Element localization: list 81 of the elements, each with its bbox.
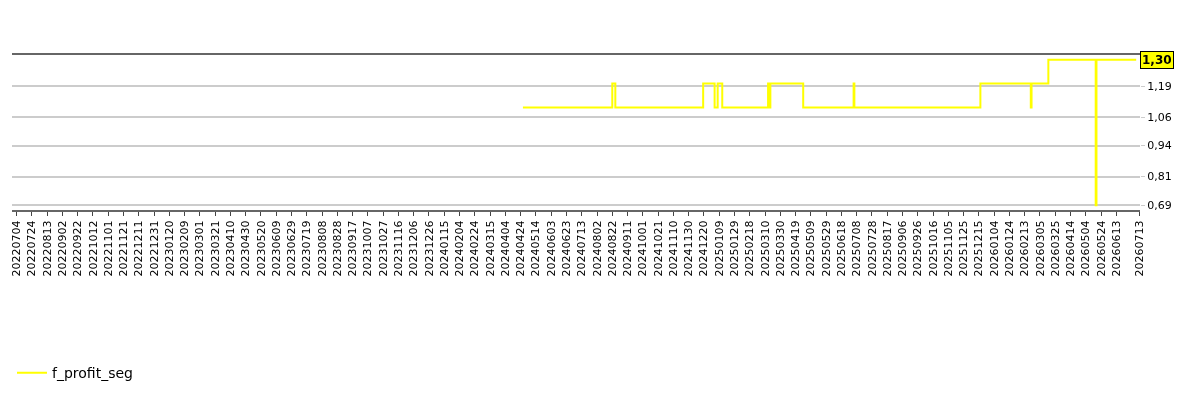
x-tick-label: 20240623 (560, 220, 574, 277)
x-tick-label: 20241110 (666, 220, 680, 277)
x-tick-label: 20240315 (483, 220, 497, 277)
x-tick-label: 20260213 (1018, 220, 1032, 277)
x-tick-label: 20250330 (773, 220, 787, 277)
x-tick-label: 20231027 (376, 220, 390, 277)
x-tick-label: 20240115 (437, 220, 451, 277)
x-tick-label: 20251105 (941, 220, 955, 277)
x-tick-label: 20241130 (682, 220, 696, 277)
x-tick-label: 20231116 (392, 220, 406, 277)
x-tick-label: 20240224 (468, 220, 482, 277)
x-tick-label: 20260104 (987, 220, 1001, 277)
x-tick-label: 20230410 (223, 220, 237, 277)
x-tick-label: 20241001 (636, 220, 650, 277)
x-tick-label: 20220724 (25, 220, 39, 277)
annotation: 1,30 (1142, 53, 1172, 67)
x-tick-label: 20230629 (285, 220, 299, 277)
x-tick-label: 20251215 (972, 220, 986, 277)
x-tick-label: 20240911 (621, 220, 635, 277)
x-tick-label: 20260124 (1002, 220, 1016, 277)
x-tick-label: 20230520 (254, 220, 268, 277)
x-tick-label: 20240822 (605, 220, 619, 277)
y-tick-label: 1,06 (1147, 110, 1172, 124)
x-tick-label: 20260305 (1033, 220, 1047, 277)
x-tick-label: 20250708 (850, 220, 864, 277)
x-tick-label: 20220704 (10, 220, 24, 277)
x-tick-label: 20230321 (208, 220, 222, 277)
x-tick-label: 20240424 (514, 220, 528, 277)
x-tick-label: 20221012 (86, 220, 100, 277)
x-tick-label: 20241220 (697, 220, 711, 277)
y-tick-label: 1,19 (1147, 79, 1172, 93)
x-tick-label: 20260713 (1132, 220, 1146, 277)
x-tick-label: 20260613 (1109, 220, 1123, 277)
legend-label: f_profit_seg (52, 365, 133, 382)
x-tick-label: 20260414 (1064, 220, 1078, 277)
x-tick-label: 20250728 (865, 220, 879, 277)
y-tick-label: 0,69 (1147, 199, 1172, 213)
x-tick-label: 20240603 (544, 220, 558, 277)
y-tick-label: 0,94 (1147, 139, 1172, 153)
x-tick-label: 20230120 (162, 220, 176, 277)
x-tick-label: 20220813 (40, 220, 54, 277)
x-tick-label: 20240204 (453, 220, 467, 277)
x-tick-label: 20251125 (957, 220, 971, 277)
x-tick-label: 20241021 (651, 220, 665, 277)
x-tick-label: 20230828 (330, 220, 344, 277)
x-tick-label: 20221231 (147, 220, 161, 277)
x-tick-label: 20250109 (712, 220, 726, 277)
x-tick-label: 20240404 (498, 220, 512, 277)
x-tick-label: 20221121 (117, 220, 131, 277)
x-tick-label: 20250906 (896, 220, 910, 277)
x-tick-label: 20230808 (315, 220, 329, 277)
x-tick-label: 20221101 (101, 220, 115, 277)
x-tick-label: 20230917 (346, 220, 360, 277)
x-tick-label: 20240713 (575, 220, 589, 277)
x-tick-label: 20250926 (911, 220, 925, 277)
x-tick-label: 20250618 (834, 220, 848, 277)
x-tick-label: 20240514 (529, 220, 543, 277)
x-tick-label: 20231226 (422, 220, 436, 277)
x-tick-label: 20250529 (819, 220, 833, 277)
x-tick-label: 20240802 (590, 220, 604, 277)
x-tick-label: 20260504 (1079, 220, 1093, 277)
x-tick-label: 20250419 (789, 220, 803, 277)
x-tick-label: 20230609 (269, 220, 283, 277)
x-tick-label: 20231007 (361, 220, 375, 277)
x-tick-label: 20250310 (758, 220, 772, 277)
x-tick-label: 20250129 (728, 220, 742, 277)
x-tick-label: 20220902 (55, 220, 69, 277)
x-tick-label: 20230209 (178, 220, 192, 277)
x-tick-label: 20250218 (743, 220, 757, 277)
x-tick-label: 20251016 (926, 220, 940, 277)
x-tick-label: 20260325 (1048, 220, 1062, 277)
x-tick-label: 20230719 (300, 220, 314, 277)
x-tick-label: 20230301 (193, 220, 207, 277)
y-tick-label: 0,81 (1147, 170, 1172, 184)
x-tick-label: 20250817 (880, 220, 894, 277)
x-tick-label: 20231206 (407, 220, 421, 277)
x-tick-label: 20250509 (804, 220, 818, 277)
x-tick-label: 20220922 (71, 220, 85, 277)
x-tick-label: 20221211 (132, 220, 146, 277)
x-tick-label: 20260524 (1094, 220, 1108, 277)
x-tick-label: 20230430 (239, 220, 253, 277)
